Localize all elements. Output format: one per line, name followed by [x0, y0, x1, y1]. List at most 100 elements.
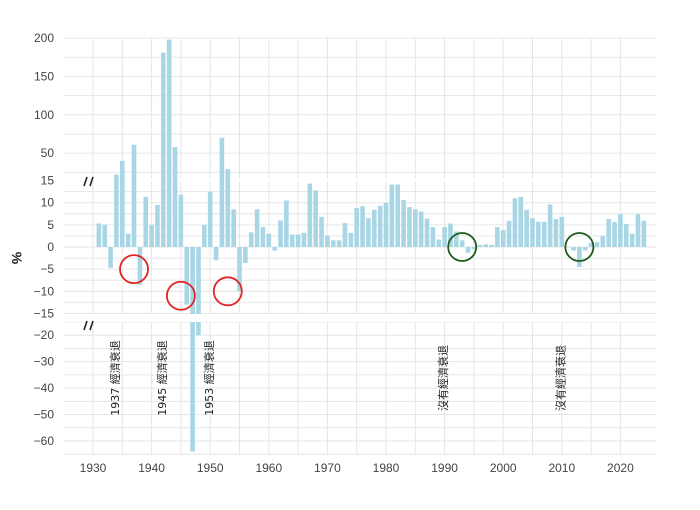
bar — [102, 224, 108, 247]
bar — [190, 247, 195, 314]
bar — [172, 180, 178, 247]
panel-gap — [63, 178, 657, 181]
bar — [120, 160, 125, 180]
annotation-label: 1953 經濟衰退 — [202, 340, 216, 416]
bar — [389, 184, 395, 247]
bar — [342, 223, 348, 247]
bar — [600, 235, 606, 247]
bar — [618, 214, 623, 247]
bar — [383, 202, 389, 247]
bar — [512, 198, 518, 247]
bar — [424, 218, 430, 247]
bar — [131, 144, 137, 180]
bar — [623, 223, 629, 247]
bar — [594, 242, 600, 247]
bar — [448, 223, 453, 247]
bar — [371, 209, 377, 247]
y-tick-label: −10 — [34, 284, 55, 298]
bar — [354, 208, 359, 247]
bar — [553, 219, 559, 247]
bar — [190, 322, 195, 452]
bar — [459, 240, 465, 247]
bar — [348, 232, 354, 247]
bar — [272, 247, 277, 251]
bar — [278, 220, 283, 247]
y-tick-label: −60 — [34, 434, 55, 448]
bar — [612, 222, 617, 247]
bar — [366, 218, 371, 247]
bar — [137, 247, 143, 285]
bar — [465, 247, 471, 253]
y-tick-label: −30 — [34, 355, 55, 369]
x-tick-label: 1960 — [255, 461, 282, 475]
annotations: 1937 經濟衰退 1945 經濟衰退 1953 經濟衰退 沒有經濟衰退 沒有經濟衰退 — [108, 232, 595, 416]
axis-break-mark — [83, 176, 88, 187]
bar — [114, 174, 119, 180]
x-tick-label: 1970 — [314, 461, 341, 475]
bar — [477, 244, 483, 247]
bar — [588, 243, 594, 247]
y-tick-label: 100 — [34, 108, 54, 122]
bar — [377, 205, 383, 247]
bar — [225, 180, 231, 247]
bar — [401, 200, 406, 247]
bar — [108, 247, 113, 268]
bar — [559, 216, 565, 247]
bar — [495, 227, 500, 247]
bar — [518, 196, 524, 247]
x-tick-label: 1930 — [80, 461, 107, 475]
x-tick-label: 2000 — [490, 461, 517, 475]
bar — [219, 180, 225, 247]
bar — [184, 247, 190, 305]
x-tick-label: 2010 — [548, 461, 575, 475]
bars — [96, 39, 647, 452]
bar — [524, 209, 529, 247]
bar — [407, 207, 412, 247]
bar — [430, 227, 436, 247]
bar — [571, 247, 576, 251]
bar — [413, 209, 418, 247]
bar — [319, 216, 324, 247]
bar — [336, 240, 342, 247]
bar — [120, 180, 125, 247]
bar — [166, 39, 172, 181]
bar — [641, 220, 647, 247]
annotation-circle — [447, 232, 478, 262]
bar — [202, 224, 207, 247]
axis-break-mark — [83, 320, 88, 331]
bar — [307, 183, 313, 247]
bar — [565, 246, 570, 248]
x-tick-label: 1990 — [431, 461, 458, 475]
bar — [231, 209, 236, 247]
annotation-label: 1937 經濟衰退 — [108, 340, 122, 416]
bar — [131, 180, 137, 247]
bar — [196, 247, 201, 314]
bar — [284, 200, 289, 247]
bar — [541, 221, 547, 247]
axes: 20015010050151050−5−10−15−20−30−40−50−60… — [34, 31, 634, 475]
bar — [207, 191, 213, 247]
bar — [196, 322, 201, 336]
annotation-circle — [212, 276, 243, 307]
bar — [237, 247, 242, 292]
bar — [530, 218, 535, 247]
bar — [225, 169, 231, 180]
bar — [454, 231, 459, 247]
y-tick-label: −15 — [34, 306, 55, 320]
bar — [301, 232, 307, 247]
x-tick-label: 1950 — [197, 461, 224, 475]
x-tick-label: 1940 — [138, 461, 165, 475]
y-tick-label: 0 — [47, 240, 54, 254]
y-tick-label: 50 — [41, 146, 55, 160]
bar — [149, 224, 154, 247]
bar — [219, 137, 225, 180]
bar — [161, 180, 166, 247]
bar — [248, 232, 254, 247]
y-tick-label: −50 — [34, 408, 55, 422]
axis-break-mark — [89, 320, 94, 331]
bar — [260, 227, 266, 247]
y-tick-label: −40 — [34, 381, 55, 395]
annotation-circle — [564, 232, 595, 262]
bar — [360, 206, 365, 247]
